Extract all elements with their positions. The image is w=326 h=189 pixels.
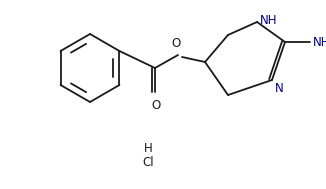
Text: N: N [275,82,284,95]
Text: NH: NH [313,36,326,49]
Text: O: O [171,37,181,50]
Text: H: H [144,142,152,154]
Text: Cl: Cl [142,156,154,169]
Text: O: O [151,99,161,112]
Text: NH: NH [260,15,277,28]
